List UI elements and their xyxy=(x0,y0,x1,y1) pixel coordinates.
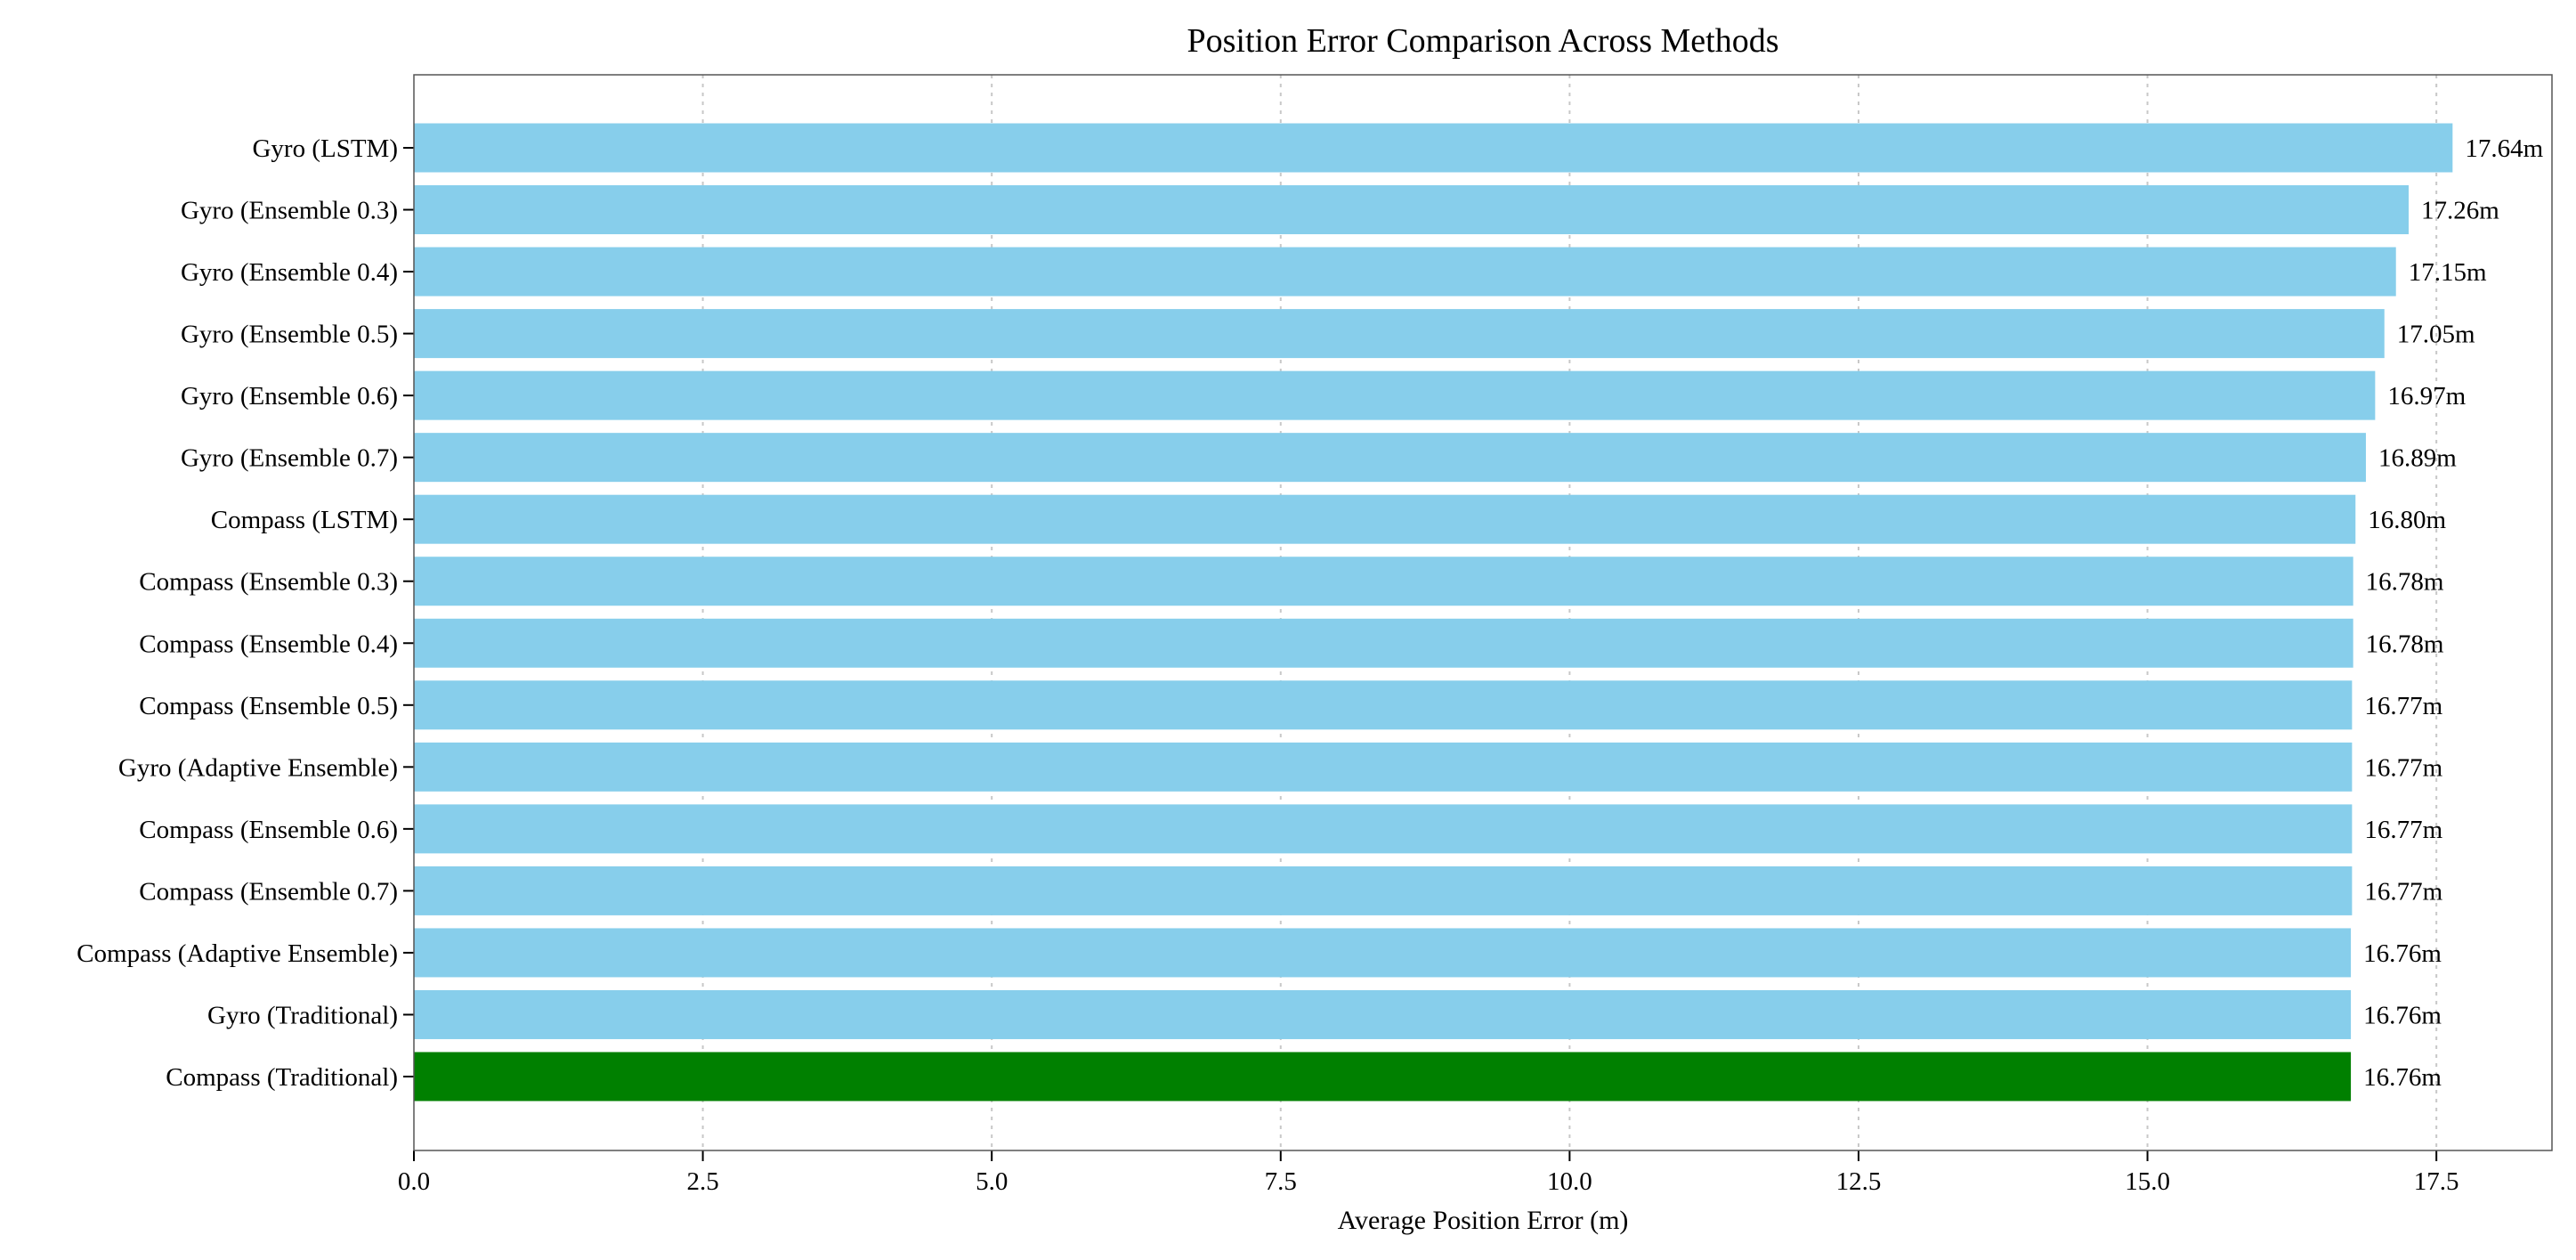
y-tick-label: Gyro (Traditional) xyxy=(207,1001,398,1029)
y-tick-label: Compass (Ensemble 0.5) xyxy=(139,692,398,720)
bar-9 xyxy=(414,680,2353,730)
y-tick-label: Compass (Ensemble 0.4) xyxy=(139,630,398,658)
x-tick-label: 0.0 xyxy=(398,1167,430,1196)
chart-title: Position Error Comparison Across Methods xyxy=(1187,22,1779,60)
bar-value-label: 16.78m xyxy=(2366,630,2444,658)
y-tick-label: Gyro (Ensemble 0.5) xyxy=(181,321,398,349)
bar-11 xyxy=(414,804,2353,854)
bar-value-label: 16.77m xyxy=(2364,816,2442,844)
bar-12 xyxy=(414,866,2353,915)
x-tick-label: 7.5 xyxy=(1265,1167,1297,1196)
bar-value-label: 16.78m xyxy=(2366,568,2444,597)
y-tick-label: Gyro (Ensemble 0.4) xyxy=(181,258,398,287)
bar-2 xyxy=(414,247,2396,297)
y-tick-label: Compass (Ensemble 0.7) xyxy=(139,877,398,906)
bar-4 xyxy=(414,370,2376,420)
bar-0 xyxy=(414,123,2453,173)
y-tick-label: Gyro (Adaptive Ensemble) xyxy=(118,753,398,782)
x-tick-label: 5.0 xyxy=(976,1167,1008,1196)
bar-value-label: 16.77m xyxy=(2364,692,2442,720)
bars xyxy=(414,123,2453,1101)
bar-6 xyxy=(414,494,2356,544)
bar-value-label: 17.15m xyxy=(2409,258,2487,287)
bar-1 xyxy=(414,185,2410,235)
y-tick-label: Gyro (Ensemble 0.6) xyxy=(181,382,398,411)
y-tick-label: Compass (Ensemble 0.3) xyxy=(139,568,398,597)
bar-value-label: 17.26m xyxy=(2421,197,2499,225)
bar-value-label: 17.05m xyxy=(2397,321,2475,349)
bar-10 xyxy=(414,742,2353,792)
bar-8 xyxy=(414,618,2353,668)
y-tick-label: Compass (Traditional) xyxy=(166,1063,398,1092)
bar-value-label: 16.77m xyxy=(2364,877,2442,906)
y-tick-label: Gyro (Ensemble 0.3) xyxy=(181,197,398,225)
bar-5 xyxy=(414,433,2366,483)
bar-value-label: 17.64m xyxy=(2465,134,2543,163)
bar-7 xyxy=(414,557,2353,606)
x-tick-label: 10.0 xyxy=(1547,1167,1592,1196)
bar-15 xyxy=(414,1052,2352,1101)
y-axis-ticks: Gyro (LSTM) Gyro (Ensemble 0.3) Gyro (Ense… xyxy=(77,134,414,1092)
x-tick-label: 17.5 xyxy=(2414,1167,2459,1196)
y-tick-label: Gyro (Ensemble 0.7) xyxy=(181,444,398,473)
bar-value-label: 16.77m xyxy=(2364,753,2442,782)
bar-13 xyxy=(414,928,2352,978)
bar-14 xyxy=(414,989,2352,1039)
bar-value-label: 16.76m xyxy=(2363,939,2442,968)
bar-value-label: 16.76m xyxy=(2363,1063,2442,1092)
bar-value-label: 16.76m xyxy=(2363,1001,2442,1029)
bar-value-label: 16.89m xyxy=(2378,444,2457,473)
y-tick-label: Gyro (LSTM) xyxy=(252,134,398,163)
y-tick-label: Compass (Adaptive Ensemble) xyxy=(77,939,398,968)
bar-3 xyxy=(414,309,2385,359)
x-tick-label: 12.5 xyxy=(1836,1167,1882,1196)
x-axis-label: Average Position Error (m) xyxy=(1338,1206,1629,1235)
bar-value-label: 16.97m xyxy=(2387,382,2466,411)
y-tick-label: Compass (Ensemble 0.6) xyxy=(139,816,398,844)
x-tick-label: 2.5 xyxy=(686,1167,718,1196)
y-tick-label: Compass (LSTM) xyxy=(211,506,398,534)
value-labels: 17.64m 17.26m 17.15m 17.05m 16.97m 16.89m 16.8… xyxy=(2363,134,2544,1092)
grid-lines xyxy=(701,75,2438,1150)
bar-value-label: 16.80m xyxy=(2368,506,2446,534)
x-tick-label: 15.0 xyxy=(2125,1167,2170,1196)
plot-frame xyxy=(413,74,2553,1151)
x-axis-ticks: 0.0 2.5 5.0 7.5 10.0 12.5 15.0 17.5 xyxy=(398,1150,2459,1196)
